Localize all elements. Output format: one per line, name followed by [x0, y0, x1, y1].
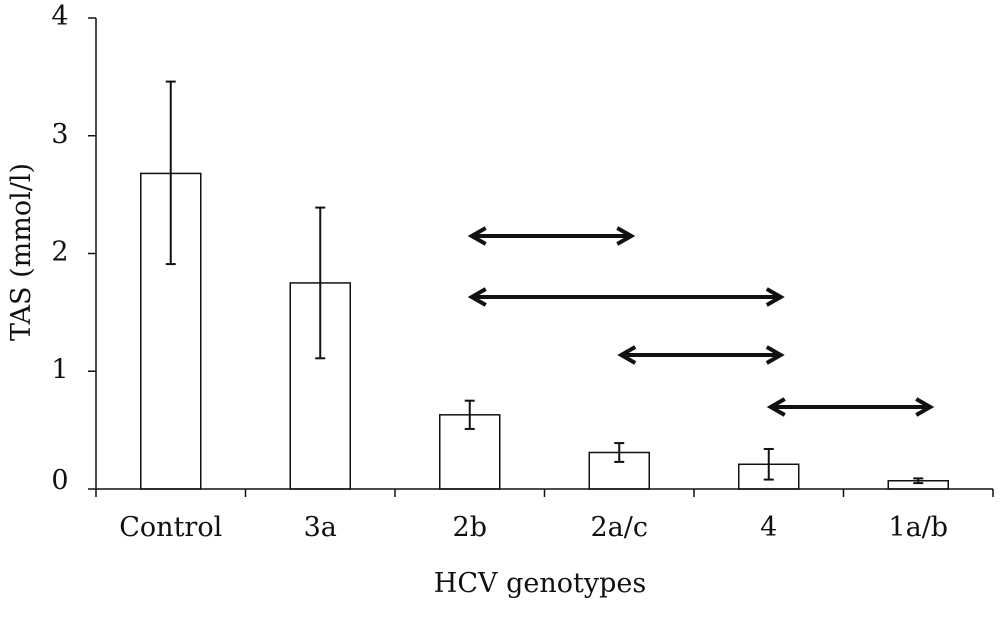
arrow-head-right	[765, 287, 785, 307]
arrow-head-left	[467, 226, 487, 246]
arrow-head-left	[617, 345, 637, 365]
x-tick-label: 4	[760, 512, 777, 543]
y-tick-label: 3	[51, 119, 68, 150]
x-tick-label: 3a	[304, 512, 337, 543]
arrow-head-right	[616, 226, 636, 246]
x-tick-label: 2b	[453, 512, 487, 543]
axes	[95, 18, 994, 497]
y-tick-label: 2	[51, 237, 68, 268]
x-tick-label: 1a/b	[888, 512, 948, 543]
arrow-head-left	[766, 397, 786, 417]
x-tick-label: 2a/c	[591, 512, 649, 543]
bars	[140, 172, 949, 490]
comparison-arrow	[467, 287, 785, 307]
comparison-arrow	[467, 226, 636, 246]
arrow-head-left	[467, 287, 487, 307]
comparison-arrow	[766, 397, 935, 417]
y-tick-label: 0	[51, 465, 68, 496]
y-tick-label: 4	[51, 1, 68, 32]
x-axis-title: HCV genotypes	[434, 568, 646, 599]
y-axis-title: TAS (mmol/l)	[6, 163, 37, 341]
arrow-head-right	[765, 345, 785, 365]
arrow-head-right	[915, 397, 935, 417]
y-axis-ticks: 0 1 2 3 4	[51, 1, 96, 496]
x-axis-labels: Control 3a 2b 2a/c 4 1a/b	[119, 512, 948, 543]
x-tick-label: Control	[119, 512, 222, 543]
comparison-arrow	[617, 345, 785, 365]
error-bars	[165, 80, 924, 485]
comparison-arrows	[467, 226, 935, 417]
y-tick-label: 1	[51, 354, 68, 385]
